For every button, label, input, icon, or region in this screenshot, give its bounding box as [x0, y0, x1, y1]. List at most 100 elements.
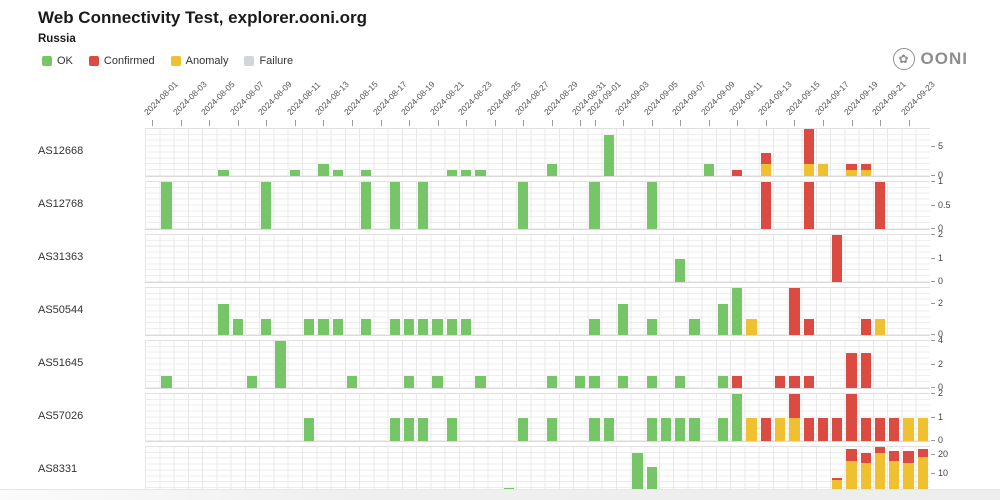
- bar-AS51645-2024-08-21[interactable]: [432, 376, 443, 388]
- bar-AS50544-2024-09-05[interactable]: [646, 319, 657, 335]
- bar-AS12668-2024-09-20[interactable]: [860, 164, 871, 176]
- bar-AS50544-2024-09-11[interactable]: [732, 288, 743, 335]
- bar-AS51645-2024-08-10[interactable]: [275, 341, 286, 388]
- bar-AS50544-2024-08-23[interactable]: [461, 319, 472, 335]
- bar-AS57026-2024-09-22[interactable]: [889, 417, 900, 441]
- bar-AS57026-2024-09-13[interactable]: [760, 417, 771, 441]
- chart-row-panel-AS12768[interactable]: [145, 181, 930, 230]
- bar-AS57026-2024-09-24[interactable]: [917, 417, 928, 441]
- bar-AS50544-2024-08-13[interactable]: [318, 319, 329, 335]
- bar-AS50544-2024-08-06[interactable]: [218, 303, 229, 335]
- bar-AS12668-2024-08-06[interactable]: [218, 170, 229, 176]
- bar-AS57026-2024-09-16[interactable]: [803, 417, 814, 441]
- bar-AS8331-2024-09-19[interactable]: [846, 448, 857, 494]
- bar-AS12668-2024-08-13[interactable]: [318, 164, 329, 176]
- bar-AS50544-2024-08-12[interactable]: [304, 319, 315, 335]
- bar-AS51645-2024-09-01[interactable]: [589, 376, 600, 388]
- bar-AS12768-2024-08-20[interactable]: [418, 182, 429, 229]
- bar-AS12668-2024-09-13[interactable]: [760, 152, 771, 176]
- chart-row-panel-AS57026[interactable]: [145, 393, 930, 442]
- bar-AS51645-2024-09-03[interactable]: [618, 376, 629, 388]
- bar-AS51645-2024-09-05[interactable]: [646, 376, 657, 388]
- bar-AS57026-2024-09-05[interactable]: [646, 417, 657, 441]
- bar-AS8331-2024-09-05[interactable]: [646, 466, 657, 494]
- bar-AS50544-2024-08-14[interactable]: [332, 319, 343, 335]
- bar-AS31363-2024-09-07[interactable]: [675, 258, 686, 282]
- bar-AS12668-2024-09-16[interactable]: [803, 129, 814, 176]
- bar-AS50544-2024-08-16[interactable]: [361, 319, 372, 335]
- bar-AS57026-2024-09-19[interactable]: [846, 394, 857, 441]
- bar-AS50544-2024-08-09[interactable]: [261, 319, 272, 335]
- bar-AS50544-2024-09-01[interactable]: [589, 319, 600, 335]
- bar-AS57026-2024-08-18[interactable]: [389, 417, 400, 441]
- bar-AS57026-2024-09-17[interactable]: [817, 417, 829, 441]
- bar-AS57026-2024-09-10[interactable]: [717, 417, 729, 441]
- bar-AS57026-2024-08-12[interactable]: [304, 417, 315, 441]
- bar-AS8331-2024-09-22[interactable]: [889, 450, 900, 494]
- bar-AS51645-2024-08-29[interactable]: [546, 376, 557, 388]
- bar-AS50544-2024-09-03[interactable]: [618, 303, 629, 335]
- bar-AS57026-2024-08-20[interactable]: [418, 417, 429, 441]
- bar-AS51645-2024-08-24[interactable]: [475, 376, 486, 388]
- bar-AS51645-2024-08-19[interactable]: [403, 376, 415, 388]
- bar-AS12768-2024-09-01[interactable]: [589, 182, 600, 229]
- bar-AS50544-2024-08-22[interactable]: [446, 319, 457, 335]
- bar-AS50544-2024-09-21[interactable]: [874, 319, 886, 335]
- bar-AS8331-2024-09-20[interactable]: [860, 452, 871, 494]
- bar-AS12768-2024-08-16[interactable]: [361, 182, 372, 229]
- bar-AS50544-2024-09-10[interactable]: [717, 303, 729, 335]
- bar-AS50544-2024-08-07[interactable]: [232, 319, 243, 335]
- bar-AS12768-2024-09-21[interactable]: [874, 182, 886, 229]
- bar-AS57026-2024-08-29[interactable]: [546, 417, 557, 441]
- bar-AS50544-2024-09-15[interactable]: [789, 288, 800, 335]
- bar-AS57026-2024-09-02[interactable]: [603, 417, 614, 441]
- bar-AS51645-2024-09-16[interactable]: [803, 376, 814, 388]
- bar-AS12668-2024-08-29[interactable]: [546, 164, 557, 176]
- chart-row-panel-AS31363[interactable]: [145, 234, 930, 283]
- bar-AS12668-2024-09-19[interactable]: [846, 164, 857, 176]
- bar-AS12668-2024-09-17[interactable]: [817, 164, 829, 176]
- bar-AS12668-2024-09-09[interactable]: [703, 164, 714, 176]
- bar-AS57026-2024-09-15[interactable]: [789, 394, 800, 441]
- bar-AS57026-2024-08-19[interactable]: [403, 417, 415, 441]
- bar-AS12668-2024-09-11[interactable]: [732, 170, 743, 176]
- bar-AS57026-2024-09-07[interactable]: [675, 417, 686, 441]
- bar-AS51645-2024-08-15[interactable]: [346, 376, 358, 388]
- bar-AS57026-2024-09-11[interactable]: [732, 394, 743, 441]
- bar-AS12668-2024-08-22[interactable]: [446, 170, 457, 176]
- bar-AS51645-2024-09-10[interactable]: [717, 376, 729, 388]
- bar-AS57026-2024-09-20[interactable]: [860, 417, 871, 441]
- bar-AS51645-2024-09-11[interactable]: [732, 376, 743, 388]
- ooni-logo[interactable]: ✿ OONI: [892, 48, 968, 70]
- bar-AS51645-2024-08-08[interactable]: [246, 376, 258, 388]
- bar-AS51645-2024-09-07[interactable]: [675, 376, 686, 388]
- bar-AS50544-2024-08-20[interactable]: [418, 319, 429, 335]
- bar-AS57026-2024-08-27[interactable]: [518, 417, 529, 441]
- bar-AS12668-2024-08-14[interactable]: [332, 170, 343, 176]
- bar-AS51645-2024-08-31[interactable]: [575, 376, 586, 388]
- bar-AS12768-2024-08-27[interactable]: [518, 182, 529, 229]
- bar-AS57026-2024-09-01[interactable]: [589, 417, 600, 441]
- bar-AS57026-2024-09-12[interactable]: [746, 417, 757, 441]
- bar-AS57026-2024-08-22[interactable]: [446, 417, 457, 441]
- bar-AS51645-2024-09-15[interactable]: [789, 376, 800, 388]
- bar-AS12668-2024-08-16[interactable]: [361, 170, 372, 176]
- bar-AS51645-2024-09-20[interactable]: [860, 352, 871, 388]
- bar-AS57026-2024-09-06[interactable]: [660, 417, 672, 441]
- bar-AS51645-2024-09-19[interactable]: [846, 352, 857, 388]
- bar-AS12768-2024-09-13[interactable]: [760, 182, 771, 229]
- bar-AS8331-2024-09-18[interactable]: [832, 478, 843, 494]
- bar-AS50544-2024-09-08[interactable]: [689, 319, 700, 335]
- bar-AS12668-2024-08-23[interactable]: [461, 170, 472, 176]
- bar-AS8331-2024-09-21[interactable]: [874, 447, 886, 494]
- bar-AS8331-2024-09-04[interactable]: [632, 452, 643, 494]
- bar-AS50544-2024-09-20[interactable]: [860, 319, 871, 335]
- bar-AS12768-2024-09-16[interactable]: [803, 182, 814, 229]
- bar-AS57026-2024-09-21[interactable]: [874, 417, 886, 441]
- bar-AS31363-2024-09-18[interactable]: [832, 235, 843, 282]
- bar-AS50544-2024-08-21[interactable]: [432, 319, 443, 335]
- bar-AS50544-2024-09-12[interactable]: [746, 319, 757, 335]
- bar-AS50544-2024-08-18[interactable]: [389, 319, 400, 335]
- bar-AS8331-2024-09-24[interactable]: [917, 448, 928, 494]
- chart-row-panel-AS50544[interactable]: [145, 287, 930, 336]
